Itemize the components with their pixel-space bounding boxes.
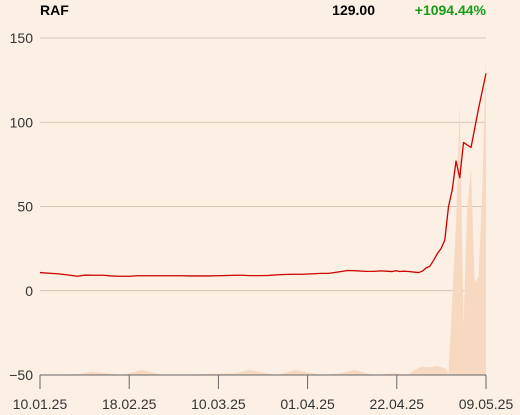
x-tick-label: 09.05.25 bbox=[459, 396, 514, 412]
price-change-percent: +1094.44% bbox=[414, 2, 486, 18]
y-tick-label: −50 bbox=[9, 367, 33, 383]
x-tick-label: 10.01.25 bbox=[13, 396, 68, 412]
x-tick-label: 22.04.25 bbox=[370, 396, 425, 412]
price-line-layer bbox=[39, 73, 487, 277]
price-line bbox=[39, 73, 487, 277]
x-axis-labels: 10.01.25 18.02.25 10.03.25 01.04.25 22.04.25… bbox=[13, 396, 514, 412]
x-tick-label: 18.02.25 bbox=[102, 396, 157, 412]
y-tick-label: 100 bbox=[10, 114, 34, 130]
y-tick-label: 50 bbox=[17, 199, 33, 215]
y-axis-labels: 150 100 50 0 −50 bbox=[9, 30, 33, 383]
volume-area bbox=[40, 54, 486, 375]
y-tick-label: 150 bbox=[10, 30, 34, 46]
grid-lines bbox=[40, 37, 486, 292]
x-tick-label: 01.04.25 bbox=[280, 396, 335, 412]
chart-header: RAF 129.00 +1094.44% bbox=[0, 2, 520, 22]
x-tick-label: 10.03.25 bbox=[191, 396, 246, 412]
volume-area-layer bbox=[40, 54, 486, 375]
y-tick-label: 0 bbox=[25, 283, 33, 299]
ticker-symbol: RAF bbox=[40, 2, 69, 18]
current-price: 129.00 bbox=[332, 2, 375, 18]
x-axis bbox=[39, 374, 487, 389]
